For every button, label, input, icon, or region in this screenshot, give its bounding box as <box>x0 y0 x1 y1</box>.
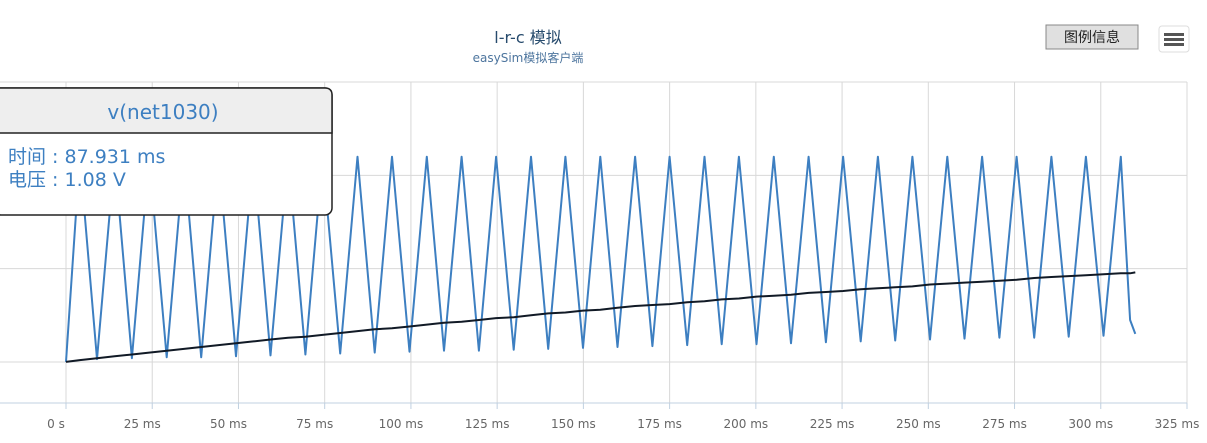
x-tick-label: 250 ms <box>896 417 941 431</box>
x-tick-label: 200 ms <box>724 417 769 431</box>
x-tick-label: 25 ms <box>124 417 161 431</box>
x-tick-label: 175 ms <box>637 417 682 431</box>
x-tick-label: 325 ms <box>1155 417 1200 431</box>
legend-button-label[interactable]: 图例信息 <box>1064 29 1120 46</box>
x-tick-label: 300 ms <box>1068 417 1113 431</box>
tooltip-line: 电压 : 1.08 V <box>8 169 126 191</box>
series-line <box>65 155 1137 362</box>
menu-button[interactable] <box>1158 25 1190 53</box>
chart-title: l-r-c 模拟 <box>494 28 561 47</box>
x-tick-label: 75 ms <box>296 417 333 431</box>
tooltip-title: v(net1030) <box>107 100 218 124</box>
x-tick-label: 100 ms <box>379 417 424 431</box>
tooltip-line: 时间 : 87.931 ms <box>8 146 165 168</box>
chart-subtitle: easySim模拟客户端 <box>473 50 584 65</box>
x-tick-label: 275 ms <box>982 417 1027 431</box>
x-tick-label: 125 ms <box>465 417 510 431</box>
x-tick-label: 225 ms <box>810 417 855 431</box>
x-tick-label: 0 s <box>47 417 65 431</box>
x-tick-label: 150 ms <box>551 417 596 431</box>
series-line <box>65 271 1136 363</box>
x-tick-label: 50 ms <box>210 417 247 431</box>
plot-area: 0 s 25 ms 50 ms 75 ms 100 ms 125 ms 150 ms 175 … <box>0 81 1200 431</box>
tooltip: v(net1030) 时间 : 87.931 ms 电压 : 1.08 V <box>0 87 333 216</box>
legend-button[interactable] <box>1045 24 1139 50</box>
